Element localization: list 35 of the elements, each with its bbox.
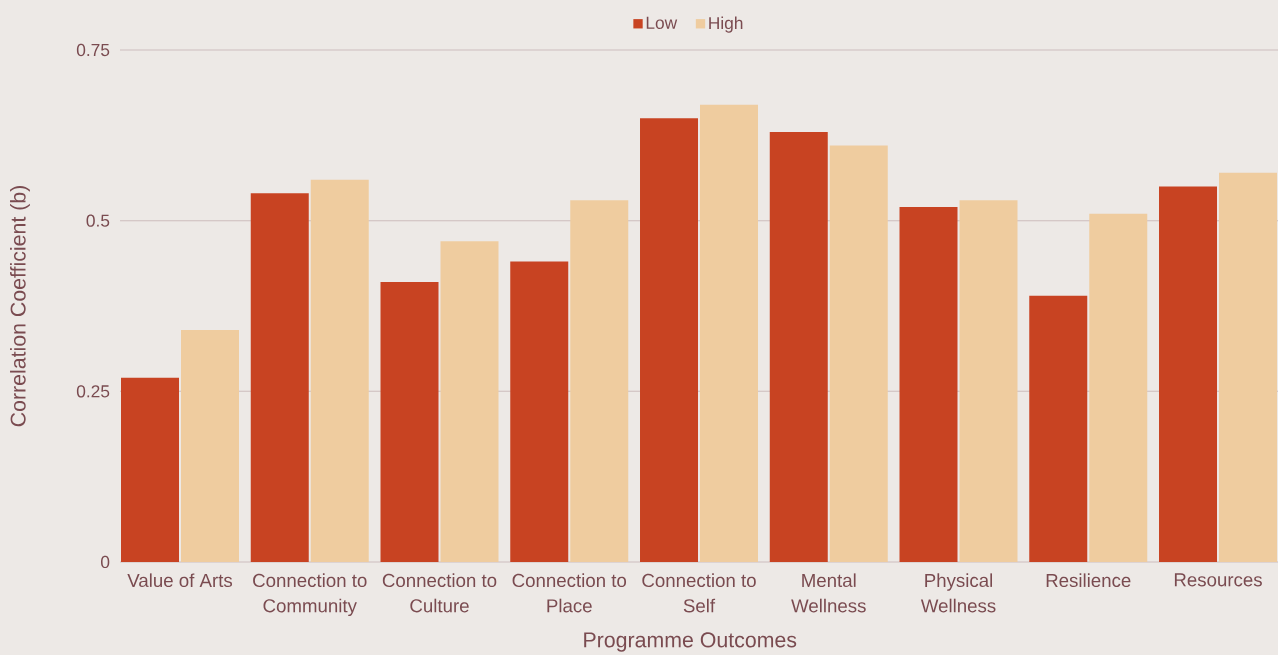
x-tick-label: Connection to Community [253, 573, 367, 617]
y-tick-label: 0 [100, 555, 110, 569]
y-tick-label: 0.5 [86, 214, 110, 227]
y-tick-label: 0.25 [76, 385, 110, 398]
y-axis-title: Correlation Coefficient (b) [10, 186, 30, 427]
x-tick-label: Value of Arts [127, 573, 233, 588]
bar [700, 104, 758, 562]
bar [1089, 213, 1148, 562]
x-axis-title: Programme Outcomes [584, 632, 797, 652]
legend-label: High [709, 16, 743, 33]
bar [380, 282, 439, 562]
bar [640, 118, 699, 562]
bar [1159, 186, 1218, 562]
x-tick-label: Physical Wellness [920, 573, 996, 613]
x-tick-label: Resources [1174, 573, 1262, 587]
bar [899, 207, 958, 562]
bar [1219, 172, 1278, 562]
bar [310, 179, 369, 562]
bar [121, 377, 179, 562]
y-tick-label: 0.75 [76, 43, 110, 57]
bar [440, 241, 499, 562]
x-tick-label: Connection to Self [642, 573, 756, 613]
bar [510, 261, 569, 562]
bar [959, 200, 1018, 562]
x-tick-label: Resilience [1046, 573, 1131, 588]
x-tick-label: Connection to Culture [382, 573, 497, 613]
bar [181, 329, 239, 562]
x-tick-label: Connection to Place [512, 573, 627, 613]
x-tick-label: Mental Wellness [791, 573, 866, 613]
bar [1029, 295, 1088, 562]
bar [570, 200, 629, 562]
bar [769, 131, 828, 562]
bar [829, 145, 888, 562]
legend-label: Low [646, 16, 678, 29]
bar [250, 193, 309, 562]
